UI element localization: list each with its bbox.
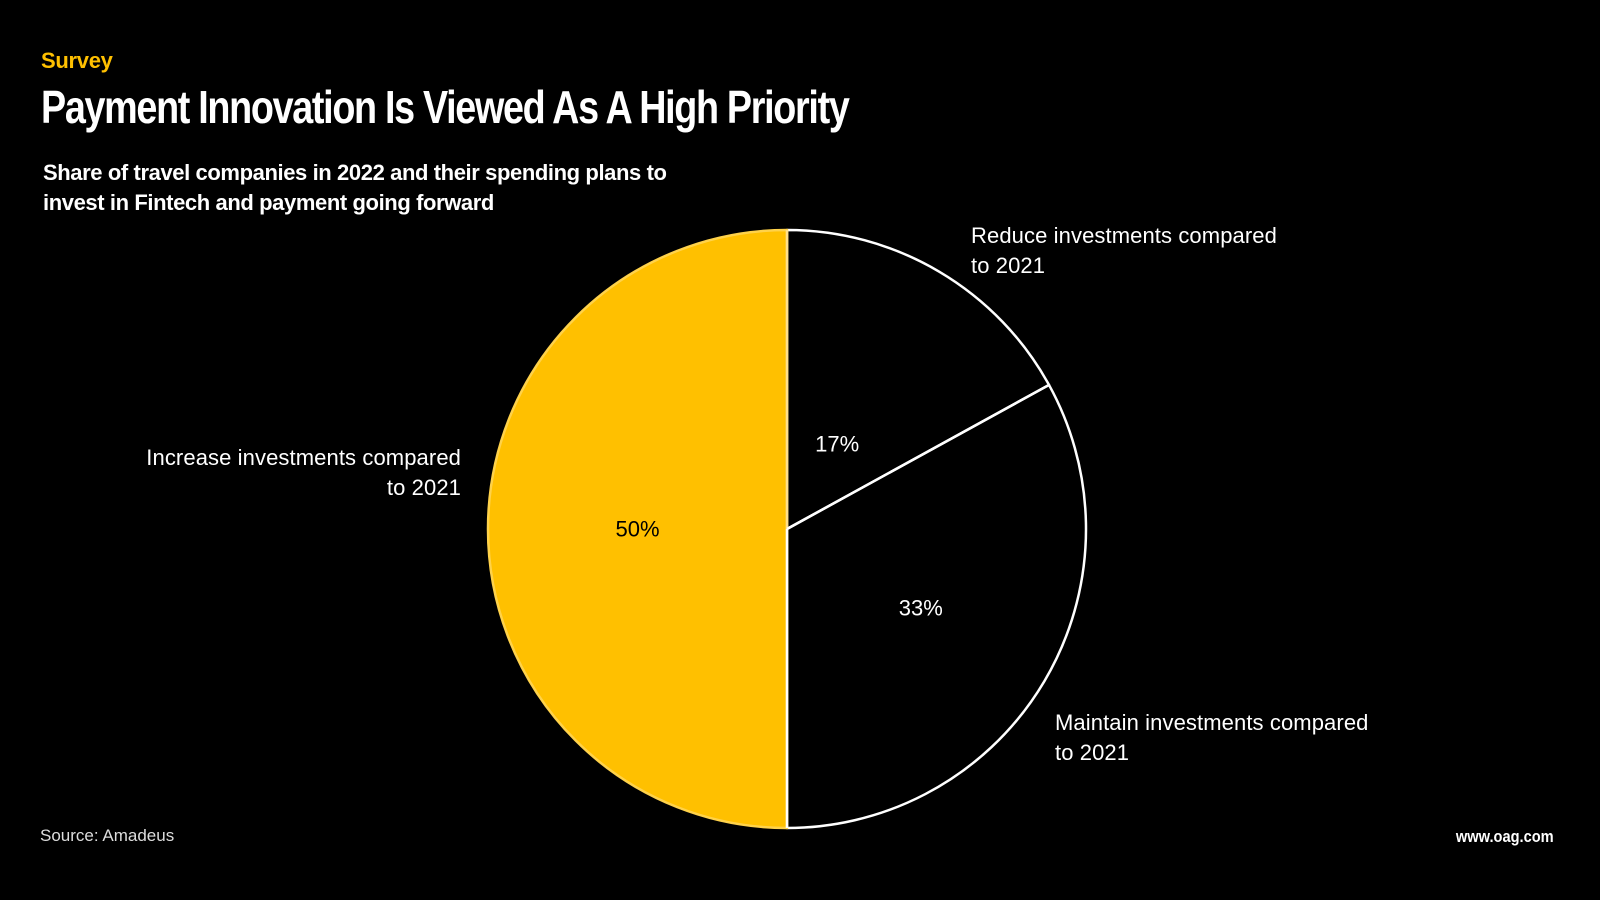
category-label-increase-line1: Increase investments compared bbox=[146, 445, 461, 470]
category-label-reduce-line1: Reduce investments compared bbox=[971, 223, 1277, 248]
kicker-label: Survey bbox=[41, 48, 113, 73]
category-label-maintain-line1: Maintain investments compared bbox=[1055, 710, 1369, 735]
chart-subtitle: Share of travel companies in 2022 and th… bbox=[43, 160, 667, 215]
pie-slices bbox=[486, 228, 1088, 830]
category-label-reduce-line2: to 2021 bbox=[971, 253, 1046, 278]
chart-title: Payment Innovation Is Viewed As A High P… bbox=[41, 81, 850, 133]
pie-divider-line bbox=[786, 383, 1050, 531]
pie-value-label-reduce: 17% bbox=[815, 432, 859, 457]
pie-slice-maintain bbox=[785, 383, 1088, 830]
pie-slice-reduce bbox=[785, 228, 1051, 531]
pie-value-label-maintain: 33% bbox=[899, 596, 943, 621]
website-url[interactable]: www.oag.com bbox=[1456, 827, 1554, 846]
category-label-maintain-line2: to 2021 bbox=[1055, 740, 1130, 765]
pie-value-labels: 17% 33% 50% bbox=[615, 432, 942, 621]
pie-slice-increase bbox=[486, 228, 789, 830]
category-label-increase-line2: to 2021 bbox=[386, 475, 461, 500]
category-label-maintain: Maintain investments compared to 2021 bbox=[1055, 708, 1369, 768]
source-note: Source: Amadeus bbox=[40, 826, 175, 845]
category-label-reduce: Reduce investments compared to 2021 bbox=[971, 221, 1277, 281]
pie-value-label-increase: 50% bbox=[615, 517, 659, 542]
category-label-increase: Increase investments compared to 2021 bbox=[60, 443, 461, 503]
